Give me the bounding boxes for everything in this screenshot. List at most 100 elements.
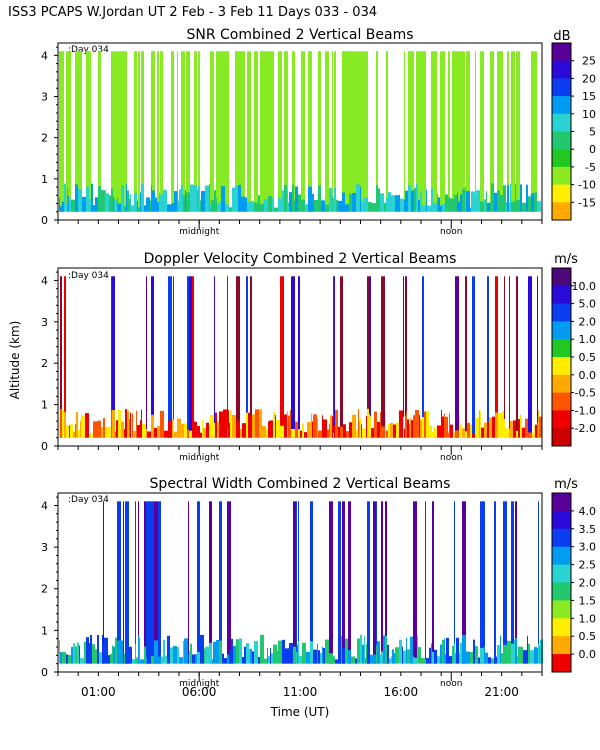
data-cell <box>459 415 460 438</box>
data-column <box>414 501 417 663</box>
data-cell <box>402 646 403 663</box>
data-cell <box>418 647 421 664</box>
data-cell <box>115 638 117 664</box>
colorbar-tick-label: 10.0 <box>572 280 597 293</box>
data-column <box>411 51 414 212</box>
data-column <box>183 51 185 212</box>
data-cell <box>139 638 140 664</box>
data-column <box>151 276 154 437</box>
data-cell <box>475 646 478 664</box>
data-cell <box>528 644 530 664</box>
data-cell <box>250 649 252 664</box>
data-column <box>293 501 296 663</box>
data-cell <box>197 190 198 212</box>
data-cell <box>192 654 195 663</box>
data-cell <box>64 184 66 212</box>
data-cell <box>342 648 345 664</box>
data-cell <box>127 190 129 211</box>
data-cell <box>202 420 203 437</box>
colorbar-segment <box>552 393 571 411</box>
data-cell <box>285 648 289 663</box>
snr-title: SNR Combined 2 Vertical Beams <box>186 27 413 43</box>
data-cell <box>206 423 209 438</box>
data-cell <box>67 188 68 212</box>
data-cell <box>333 198 334 212</box>
y-tick-label: 2 <box>41 357 48 370</box>
data-cell <box>268 196 272 212</box>
data-cell <box>98 186 101 212</box>
data-cell <box>147 431 151 437</box>
data-cell <box>273 645 277 664</box>
data-cell <box>369 414 370 438</box>
data-column <box>516 276 518 437</box>
data-cell <box>432 652 434 664</box>
colorbar-segment <box>552 600 571 618</box>
data-cell <box>78 189 82 212</box>
data-cell <box>280 199 282 212</box>
data-cell <box>391 195 395 211</box>
data-cell <box>355 658 357 663</box>
data-cell <box>500 195 503 212</box>
data-cell <box>200 433 202 438</box>
data-cell <box>445 654 446 663</box>
data-cell <box>126 184 127 212</box>
data-cell <box>518 647 521 664</box>
noon-label: noon <box>440 227 462 237</box>
width-title: Spectral Width Combined 2 Vertical Beams <box>150 476 451 492</box>
data-cell <box>462 635 466 664</box>
data-cell <box>178 201 179 212</box>
data-column <box>376 501 377 663</box>
data-cell <box>205 186 209 212</box>
data-cell <box>361 201 364 211</box>
data-column <box>457 51 458 212</box>
data-cell <box>349 422 352 437</box>
data-cell <box>151 415 154 438</box>
colorbar-tick-label: 0 <box>589 143 596 156</box>
data-cell <box>407 419 409 437</box>
data-cell <box>198 186 200 211</box>
data-cell <box>365 658 366 664</box>
data-column <box>503 501 507 663</box>
data-cell <box>289 192 292 212</box>
data-column <box>310 501 313 663</box>
data-cell <box>511 201 515 211</box>
data-cell <box>108 655 110 664</box>
data-cell <box>222 654 224 664</box>
data-cell <box>231 639 233 664</box>
data-column <box>217 51 220 212</box>
data-cell <box>312 422 313 438</box>
data-cell <box>268 421 269 437</box>
data-cell <box>364 636 365 664</box>
data-cell <box>89 434 93 438</box>
data-cell <box>75 184 78 211</box>
data-cell <box>236 639 239 663</box>
data-column <box>369 276 370 437</box>
colorbar-segment <box>552 114 571 132</box>
data-cell <box>298 194 301 211</box>
data-column <box>250 276 252 437</box>
data-cell <box>86 187 89 212</box>
data-cell <box>226 205 229 212</box>
data-cell <box>77 642 79 663</box>
data-column <box>287 51 288 212</box>
data-cell <box>163 640 165 664</box>
data-cell <box>284 414 287 437</box>
data-column <box>332 51 333 212</box>
data-column <box>433 51 437 212</box>
data-cell <box>229 423 230 438</box>
data-cell <box>395 647 399 663</box>
width-colorbar: 4.03.53.02.52.01.51.00.50.0 <box>552 493 596 673</box>
data-cell <box>249 649 250 664</box>
data-cell <box>457 193 458 212</box>
data-cell <box>348 650 351 664</box>
data-cell <box>352 415 356 438</box>
data-column <box>291 276 295 437</box>
data-cell <box>302 643 306 664</box>
data-cell <box>60 652 62 664</box>
data-cell <box>333 656 335 663</box>
y-tick-label: 3 <box>41 541 48 554</box>
data-cell <box>480 202 484 212</box>
colorbar-tick-label: 15 <box>582 90 596 103</box>
data-cell <box>431 189 433 212</box>
data-cell <box>229 207 232 211</box>
